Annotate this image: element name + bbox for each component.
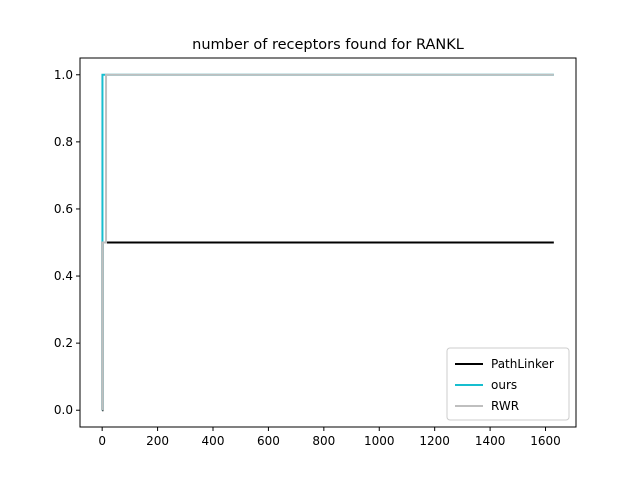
y-tick-label: 1.0 [54,68,73,82]
legend-box [446,347,570,421]
y-tick-label: 0.0 [54,403,73,417]
legend-label-pathlinker: PathLinker [491,357,554,371]
legend: PathLinker ours RWR [446,347,570,421]
legend-label-rwr: RWR [491,399,519,413]
x-tick-label: 1600 [530,434,561,448]
y-tick-label: 0.8 [54,135,73,149]
x-tick-label: 800 [312,434,335,448]
x-tick-label: 0 [98,434,106,448]
x-tick-label: 1200 [419,434,450,448]
x-tick-label: 400 [202,434,225,448]
series-layer [101,73,554,412]
y-axis: 0.0 0.2 0.4 0.6 0.8 1.0 [54,68,80,417]
y-tick-label: 0.4 [54,269,73,283]
y-tick-label: 0.2 [54,336,73,350]
plot-frame [79,57,577,428]
x-axis: 0 200 400 600 800 1000 1200 1400 1600 [98,427,561,448]
x-tick-label: 600 [257,434,280,448]
x-tick-label: 1400 [475,434,506,448]
legend-label-ours: ours [491,378,517,392]
series-line-rwr [101,73,554,411]
x-tick-label: 200 [146,434,169,448]
y-tick-label: 0.6 [54,202,73,216]
x-tick-label: 1000 [364,434,395,448]
chart-title: number of receptors found for RANKL [192,37,464,53]
